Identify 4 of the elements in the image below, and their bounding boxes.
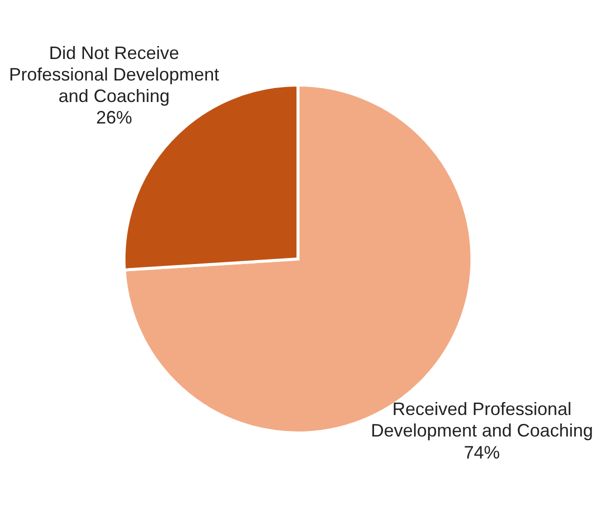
- data-label: 74%: [464, 442, 500, 462]
- data-label: 26%: [96, 107, 132, 128]
- slice-label: Did Not Receive Professional Development and Coaching: [9, 42, 220, 106]
- slice-label: Received Professional Development and Coaching: [370, 398, 593, 440]
